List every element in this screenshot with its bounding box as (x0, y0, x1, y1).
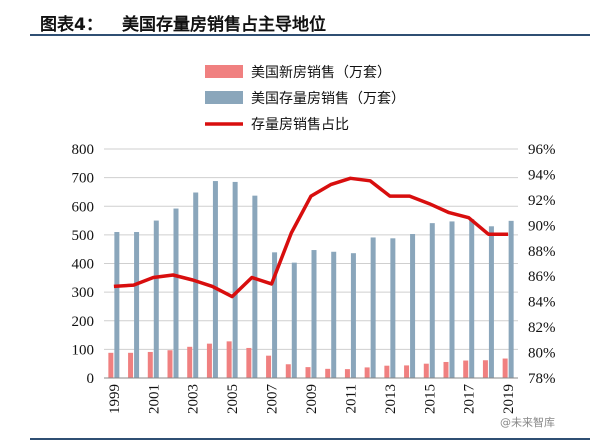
bar-new-home (147, 351, 153, 378)
y-right-tick-label: 84% (528, 295, 556, 311)
x-tick-label: 2013 (383, 384, 399, 414)
bar-new-home (305, 367, 311, 378)
footer-rule (30, 438, 590, 440)
bar-new-home (108, 352, 114, 378)
x-tick-label: 2017 (462, 384, 478, 415)
bar-existing-home (449, 221, 455, 378)
x-tick-label: 2009 (304, 384, 320, 414)
y-left-tick-label: 100 (72, 342, 95, 358)
y-right-tick-label: 90% (528, 218, 556, 234)
bar-new-home (404, 365, 410, 378)
legend-label: 美国新房销售（万套） (251, 65, 391, 81)
ratio-line (113, 176, 509, 299)
bar-new-home (246, 347, 252, 378)
bar-existing-home (173, 208, 179, 378)
bar-existing-home (390, 238, 396, 378)
x-tick-label: 1999 (107, 384, 123, 414)
figure-header: 图表4： 美国存量房销售占主导地位 (30, 8, 590, 36)
bar-existing-home (469, 219, 475, 378)
figure-label: 图表4： (40, 15, 103, 35)
x-tick-label: 2003 (186, 384, 202, 414)
bar-new-home (463, 360, 469, 378)
y-right-tick-label: 78% (528, 371, 556, 387)
bar-existing-home (291, 262, 297, 378)
bar-existing-home (153, 220, 159, 378)
legend-swatch-new-home (205, 65, 243, 78)
bar-new-home (423, 363, 429, 378)
bar-new-home (502, 358, 508, 378)
y-right-tick-label: 92% (528, 193, 556, 209)
bar-new-home (187, 346, 193, 378)
bar-existing-home (350, 253, 356, 378)
bar-existing-home (252, 195, 258, 378)
y-left-tick-label: 400 (72, 257, 95, 273)
bar-new-home (226, 341, 232, 378)
y-left-tick-label: 200 (72, 314, 95, 330)
bar-existing-home (272, 252, 278, 378)
bar-existing-home (370, 237, 376, 378)
bars (108, 181, 514, 378)
x-tick-label: 2015 (422, 384, 438, 414)
y-right-tick-label: 80% (528, 346, 556, 362)
y-left-tick-label: 800 (72, 142, 95, 158)
bar-new-home (167, 350, 173, 378)
axes: 0 100 200 300 400 500 600 700 800 78% 80% 82% 84% 86%… (72, 142, 556, 414)
legend-label: 美国存量房销售（万套） (251, 91, 405, 107)
y-left-tick-label: 0 (87, 371, 95, 387)
y-right-tick-label: 86% (528, 269, 556, 285)
bar-existing-home (508, 220, 514, 378)
bar-existing-home (114, 232, 120, 378)
y-left-tick-label: 700 (72, 171, 95, 187)
y-left-tick-label: 600 (72, 199, 95, 215)
bar-new-home (266, 355, 272, 378)
bar-existing-home (212, 181, 218, 378)
gridlines (104, 148, 518, 379)
legend-swatch-existing-home (205, 91, 243, 104)
bar-new-home (206, 343, 212, 378)
bar-new-home (344, 369, 350, 378)
y-right-tick-label: 88% (528, 244, 556, 260)
bar-existing-home (410, 234, 416, 378)
ratio-series-line (113, 176, 509, 299)
bar-existing-home (134, 232, 140, 378)
legend: 美国新房销售（万套） 美国存量房销售（万套） 存量房销售占比 (205, 65, 405, 133)
bar-new-home (325, 368, 331, 378)
bar-new-home (285, 364, 291, 378)
bar-existing-home (311, 250, 317, 378)
bar-existing-home (193, 192, 199, 378)
bar-existing-home (331, 251, 337, 378)
bar-new-home (128, 352, 134, 378)
x-tick-label: 2011 (343, 384, 359, 413)
bar-new-home (364, 367, 370, 378)
bar-new-home (384, 365, 390, 378)
y-left-tick-label: 300 (72, 285, 95, 301)
bar-existing-home (488, 226, 494, 378)
bar-new-home (482, 360, 488, 378)
bar-new-home (443, 361, 449, 378)
y-right-tick-label: 94% (528, 167, 556, 183)
legend-label: 存量房销售占比 (251, 117, 349, 133)
figure-title: 美国存量房销售占主导地位 (122, 15, 326, 35)
x-tick-label: 2001 (146, 384, 162, 414)
y-right-tick-label: 96% (528, 142, 556, 158)
x-tick-label: 2007 (265, 384, 281, 415)
watermark: @未来智库 (500, 416, 555, 429)
x-tick-label: 2005 (225, 384, 241, 414)
bar-existing-home (232, 181, 238, 378)
y-right-tick-label: 82% (528, 320, 556, 336)
y-left-tick-label: 500 (72, 228, 95, 244)
x-tick-label: 2019 (501, 384, 517, 414)
bar-existing-home (429, 223, 435, 378)
